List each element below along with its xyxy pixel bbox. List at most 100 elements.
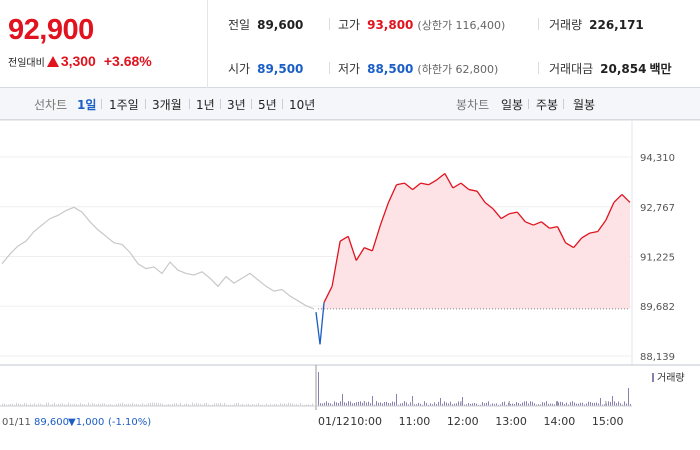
volume-bar (144, 404, 145, 406)
volume-bar (490, 404, 491, 406)
volume-bar (486, 402, 487, 406)
volume-bar (546, 401, 547, 406)
volume-bar (540, 404, 541, 406)
tab-10y[interactable]: 10년 (289, 98, 316, 112)
tab-3y[interactable]: 3년 (227, 98, 246, 112)
volume-bar (608, 401, 609, 406)
volume-bar (70, 403, 71, 406)
volume-bar (468, 403, 469, 406)
volume-bar (616, 403, 617, 406)
volume-bar (434, 402, 435, 406)
today-line-segment (516, 211, 526, 223)
today-line-segment (573, 237, 583, 249)
volume-bar (230, 404, 231, 406)
volume-bar (596, 402, 597, 406)
volume-bar (396, 394, 397, 406)
x-tick-label: 15:00 (592, 415, 624, 428)
volume-bar (492, 403, 493, 406)
volume-bar (114, 404, 115, 406)
volume-bar (12, 403, 13, 406)
current-price: 92,900 (8, 14, 94, 46)
volume-bar (552, 403, 553, 406)
volume-bar (52, 403, 53, 406)
today-line-segment (468, 188, 478, 192)
tab-daily-candle[interactable]: 일봉 (501, 98, 524, 112)
volume-bar (568, 404, 569, 406)
volume-bar (104, 403, 105, 406)
volume-bar (22, 404, 23, 406)
volume-bar (124, 404, 125, 406)
volume-bar (448, 403, 449, 406)
stat-label: 시가 (228, 62, 251, 76)
volume-bar (586, 403, 587, 406)
volume-bar (92, 402, 93, 406)
tab-monthly-candle[interactable]: 월봉 (573, 98, 596, 112)
volume-bar (206, 402, 207, 406)
volume-bar (150, 402, 151, 406)
volume-bar (622, 404, 623, 406)
volume-bar (174, 403, 175, 406)
volume-bar (240, 404, 241, 406)
volume-bar (170, 404, 171, 406)
tab-1y[interactable]: 1년 (196, 98, 215, 112)
tab-1d[interactable]: 1일 (77, 98, 97, 112)
volume-bar (152, 402, 153, 406)
y-tick-label: 94,310 (640, 153, 675, 164)
volume-bar (402, 403, 403, 406)
today-line-segment (364, 247, 373, 252)
today-line-segment (347, 236, 357, 261)
volume-bar (422, 404, 423, 406)
volume-bar (526, 401, 527, 406)
volume-bar (356, 402, 357, 406)
volume-bar (180, 402, 181, 406)
volume-bar (342, 394, 343, 406)
volume-bar (36, 404, 37, 406)
volume-bar (360, 401, 361, 406)
volume-bar (500, 404, 501, 406)
volume-bar (202, 404, 203, 406)
volume-bar (236, 402, 237, 406)
volume-bar (14, 404, 15, 406)
today-line-segment (597, 219, 607, 232)
volume-bar (8, 404, 9, 406)
volume-bar (530, 401, 531, 406)
volume-bar (308, 404, 309, 406)
prev-day-info: 01/11 89,600 ▼1,000 (-1.10%) 거래량 (2, 372, 685, 428)
tab-1w[interactable]: 1주일 (109, 98, 139, 112)
volume-bar (250, 404, 251, 406)
tab-weekly-candle[interactable]: 주봉 (536, 98, 559, 112)
volume-bar (72, 404, 73, 406)
volume-bar (228, 404, 229, 406)
prev-day-close: 89,600 (34, 417, 69, 428)
volume-bar (510, 403, 511, 406)
today-line-segment (525, 221, 534, 226)
volume-bar (524, 401, 525, 406)
volume-bar (558, 402, 559, 406)
tab-3m[interactable]: 3개월 (152, 98, 182, 112)
volume-bar (464, 404, 465, 406)
today-line-segment (541, 221, 550, 229)
volume-bar (512, 403, 513, 406)
volume-bar (268, 404, 269, 406)
volume-bar (130, 403, 131, 406)
tab-divider (101, 99, 102, 109)
tab-5y[interactable]: 5년 (258, 98, 277, 112)
volume-bar (430, 403, 431, 406)
volume-bar (612, 396, 613, 406)
volume-bar (488, 401, 489, 406)
volume-bar (68, 402, 69, 406)
volume-bar (110, 403, 111, 406)
volume-bar (438, 402, 439, 406)
volume-bar (436, 404, 437, 406)
volume-bar (352, 403, 353, 406)
volume-bar (606, 403, 607, 406)
volume-bar (480, 404, 481, 406)
volume-bar (96, 404, 97, 406)
volume-bar (476, 403, 477, 406)
volume-bar (84, 404, 85, 406)
volume-bar (186, 403, 187, 406)
volume-panel (2, 372, 631, 406)
volume-bar (216, 403, 217, 406)
stat-high: 고가 93,800 (상한가 116,400) (338, 16, 505, 33)
volume-bar (190, 404, 191, 406)
